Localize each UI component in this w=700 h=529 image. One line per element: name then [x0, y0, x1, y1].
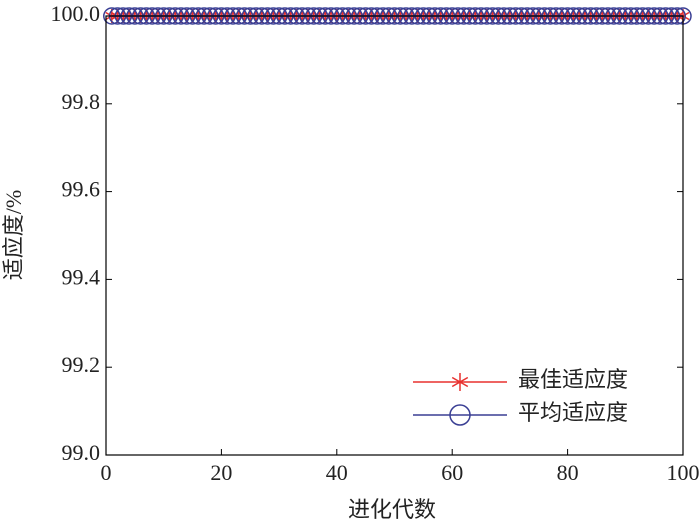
- y-tick-label: 99.6: [62, 177, 101, 202]
- legend-marker: [451, 373, 469, 391]
- legend-label: 最佳适应度: [518, 367, 628, 392]
- y-tick-label: 99.0: [62, 440, 101, 465]
- plot-frame: [105, 15, 684, 456]
- x-tick-label: 100: [667, 460, 700, 485]
- x-tick-label: 80: [557, 460, 579, 485]
- y-axis-label: 适应度/%: [1, 190, 26, 280]
- x-tick-label: 40: [326, 460, 348, 485]
- x-axis-label: 进化代数: [348, 497, 436, 522]
- y-tick-label: 99.4: [62, 264, 101, 289]
- y-tick-label: 99.2: [62, 352, 101, 377]
- legend-marker: [449, 404, 471, 426]
- x-tick-label: 60: [441, 460, 463, 485]
- y-tick-label: 99.8: [62, 89, 101, 114]
- y-tick-label: 100.0: [51, 1, 101, 26]
- x-tick-label: 0: [101, 460, 112, 485]
- x-tick-label: 20: [210, 460, 232, 485]
- legend-label: 平均适应度: [518, 400, 628, 425]
